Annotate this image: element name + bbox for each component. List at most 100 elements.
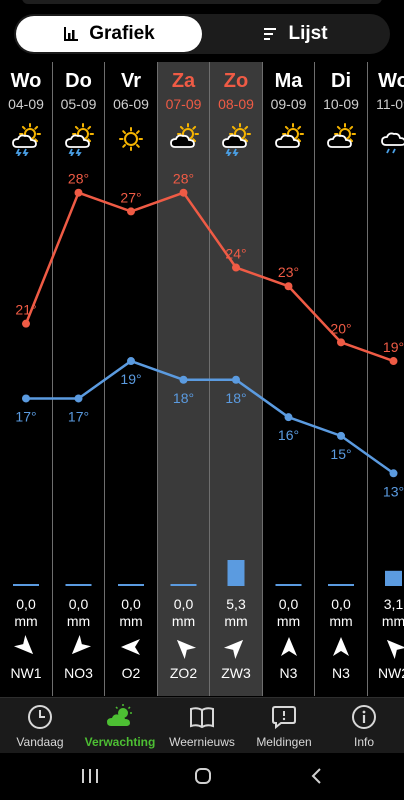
rain-unit: mm	[329, 613, 353, 629]
chat-alert-icon	[272, 706, 296, 730]
rain-bar	[385, 570, 402, 586]
rain-unit: mm	[171, 613, 196, 629]
temperature-chart: 21° 28° 27° 28° 24° 23° 20° 19° 17° 17° 19° 18° 18° 1…	[13, 171, 404, 586]
day-column[interactable]: Vr 06-09 0,0 mm O2	[105, 62, 157, 696]
wind-direction-icon	[384, 636, 404, 663]
home-icon[interactable]	[194, 767, 212, 785]
day-date: 11-09	[376, 96, 404, 112]
low-temp-label: 13°	[383, 483, 404, 499]
low-temp-point	[389, 469, 398, 478]
rain-bar	[170, 584, 197, 586]
nav-weernieuws[interactable]: Weernieuws	[162, 704, 242, 749]
weather-icon	[377, 122, 404, 161]
rain-amount: 0,0 mm	[158, 596, 210, 630]
day-date: 07-09	[165, 96, 202, 112]
high-temp-point	[22, 319, 30, 328]
low-temp-label: 18°	[173, 390, 194, 406]
low-temp-point	[284, 413, 293, 422]
rain-amount: 0,0 mm	[0, 596, 52, 630]
wind-direction-icon	[223, 636, 246, 663]
tab-lijst[interactable]: Lijst	[204, 16, 388, 52]
day-date: 10-09	[323, 96, 359, 112]
day-date: 05-09	[60, 96, 97, 112]
day-date: 09-09	[270, 96, 307, 112]
low-temp-label: 15°	[330, 446, 351, 462]
clock-icon	[28, 705, 52, 729]
sun-cloud-icon	[169, 123, 199, 148]
sun-cloud-icon	[274, 123, 304, 148]
day-column[interactable]: Di 10-09 0,0 mm N3	[315, 62, 367, 696]
rain-value: 0,0	[121, 596, 141, 612]
high-temp-label: 28°	[68, 171, 89, 187]
tab-lijst-label: Lijst	[288, 23, 328, 44]
nav-vandaag-label: Vandaag	[16, 735, 64, 749]
day-column[interactable]: Ma 09-09 0,0 mm N3	[263, 62, 315, 696]
rain-amount: 0,0 mm	[315, 596, 367, 630]
rain-unit: mm	[14, 613, 38, 629]
wind-speed: O2	[121, 665, 141, 681]
recent-apps-icon[interactable]	[81, 768, 99, 784]
nav-info[interactable]: Info	[324, 704, 404, 749]
rain-bar	[328, 584, 354, 586]
high-temp-point	[179, 188, 188, 197]
day-name: Vr	[120, 70, 142, 92]
wind-speed: N3	[279, 665, 298, 681]
day-name: Za	[171, 70, 196, 92]
day-separator	[314, 62, 315, 696]
list-icon	[264, 28, 277, 40]
nav-verwachting[interactable]: Verwachting	[80, 704, 160, 749]
day-name: Zo	[223, 70, 249, 92]
back-icon[interactable]	[310, 768, 322, 784]
low-temp-point	[232, 375, 240, 384]
bar-chart-icon	[64, 27, 79, 41]
low-temp-label: 18°	[225, 390, 246, 406]
wind-direction-icon	[331, 636, 351, 663]
low-temp-label: 19°	[120, 371, 141, 387]
day-separator	[366, 62, 368, 696]
wind-direction-icon	[13, 634, 36, 663]
sun-cloud-thunder-icon	[64, 123, 94, 157]
low-temp-label: 17°	[68, 408, 89, 424]
rain-bar	[275, 584, 302, 586]
wind-speed: N3	[332, 665, 350, 681]
high-temp-label: 28°	[173, 171, 194, 187]
high-temp-point	[284, 282, 293, 291]
bottom-navigation: Vandaag Verwachting Weernieuws Meldingen…	[0, 697, 404, 754]
rain-amount: 0,0 mm	[105, 596, 157, 630]
sun-icon	[119, 127, 143, 151]
book-icon	[190, 707, 214, 729]
high-temp-label: 23°	[278, 264, 299, 280]
high-temp-line	[24, 191, 394, 363]
rain-bar	[227, 560, 245, 586]
rain-amount: 3,1 mm	[368, 596, 404, 630]
day-column[interactable]: Wo 11-09 3,1mm NW2	[368, 62, 404, 696]
sun-cloud-thunder-icon	[12, 123, 41, 157]
high-temp-label: 19°	[383, 339, 404, 355]
wind-direction-icon	[279, 636, 299, 663]
rain-unit: mm	[381, 613, 404, 629]
tab-grafiek[interactable]: Grafiek	[16, 16, 202, 52]
nav-meldingen[interactable]: Meldingen	[244, 704, 324, 749]
low-temp-point	[337, 431, 345, 440]
wind-speed: ZO2	[169, 665, 198, 681]
low-temp-point	[127, 357, 135, 366]
wind-speed: NO3	[64, 665, 93, 681]
low-temp-label: 16°	[278, 427, 299, 443]
nav-vandaag[interactable]: Vandaag	[0, 704, 80, 749]
wind-direction-icon	[69, 634, 91, 663]
day-date: 04-09	[8, 96, 44, 112]
wind-direction-icon	[121, 636, 141, 663]
day-column[interactable]: Wo 04-09 0,0 mm NW1	[0, 62, 52, 696]
view-toggle: Grafiek Lijst	[14, 14, 390, 54]
high-temp-point	[337, 338, 345, 347]
day-name: Do	[65, 70, 92, 92]
nav-info-label: Info	[353, 735, 374, 749]
rain-unit: mm	[119, 613, 143, 629]
rain-value: 0,0	[331, 596, 351, 612]
wind-speed: NW1	[10, 665, 42, 681]
day-column[interactable]: Do 05-09 0,0 mm NO3	[53, 62, 105, 696]
low-temp-point	[22, 394, 30, 403]
rain-value: 0,0	[68, 596, 89, 612]
day-separator	[156, 62, 158, 696]
rain-value: 5,3	[226, 596, 246, 612]
